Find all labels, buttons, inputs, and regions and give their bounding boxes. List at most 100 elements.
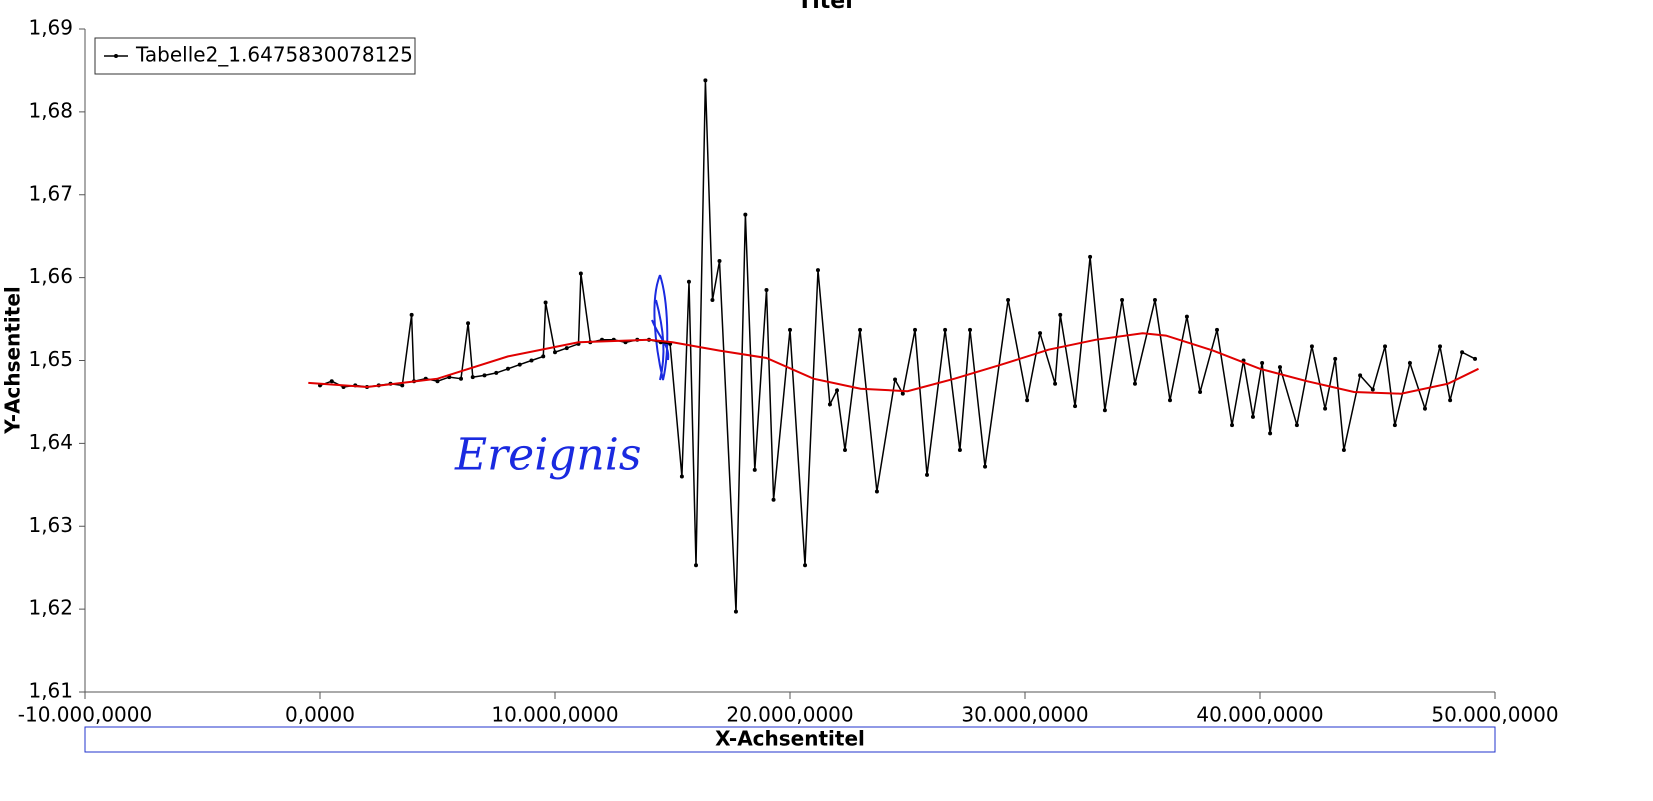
point	[874, 489, 879, 494]
series-line	[319, 80, 1476, 612]
point	[564, 346, 569, 351]
point	[517, 362, 522, 367]
legend-label: Tabelle2_1.6475830078125	[135, 43, 413, 67]
point	[842, 448, 847, 453]
point	[925, 472, 930, 477]
y-tick-label: 1,68	[28, 98, 73, 122]
y-axis-title: Y-Achsentitel	[1, 286, 25, 435]
point	[858, 327, 863, 332]
point	[1120, 298, 1125, 303]
series-line	[308, 332, 1479, 395]
point	[1058, 312, 1063, 317]
point	[1309, 344, 1314, 349]
point	[1407, 360, 1412, 365]
y-tick-label: 1,64	[28, 430, 73, 454]
point	[771, 497, 776, 502]
point	[815, 268, 820, 273]
point	[470, 375, 475, 380]
point	[1323, 406, 1328, 411]
x-tick-label: 40.000,0000	[1196, 703, 1323, 727]
point	[1006, 298, 1011, 303]
point	[506, 366, 510, 371]
point	[835, 388, 839, 393]
point	[1025, 398, 1030, 403]
point	[329, 379, 334, 384]
point	[893, 377, 898, 382]
point	[1460, 350, 1465, 355]
point	[1102, 408, 1107, 413]
point	[900, 391, 905, 396]
point	[1152, 298, 1157, 303]
point	[1358, 373, 1363, 378]
point	[1214, 327, 1219, 332]
point	[788, 327, 792, 332]
legend-marker	[114, 54, 118, 58]
point	[1073, 404, 1078, 409]
x-tick-label: 30.000,0000	[961, 703, 1088, 727]
point	[459, 376, 463, 381]
point	[1392, 423, 1397, 428]
y-tick-label: 1,65	[28, 347, 73, 371]
point	[1448, 398, 1453, 403]
point	[743, 212, 748, 217]
point	[764, 288, 769, 293]
point	[1198, 389, 1203, 394]
point	[679, 474, 684, 479]
point	[435, 379, 440, 384]
point	[1383, 344, 1388, 349]
point	[1260, 360, 1265, 365]
point	[409, 312, 414, 317]
point	[827, 402, 832, 407]
point	[943, 327, 948, 332]
y-tick-label: 1,62	[28, 596, 73, 620]
point	[578, 271, 583, 276]
point	[1370, 387, 1375, 392]
point	[717, 259, 722, 264]
point	[1088, 254, 1093, 259]
point	[694, 563, 698, 568]
point	[983, 464, 988, 469]
point	[1038, 331, 1043, 336]
chart-title: Titel	[797, 0, 853, 14]
x-tick-label: 20.000,0000	[726, 703, 853, 727]
point	[803, 563, 808, 568]
point	[710, 298, 715, 303]
point	[1230, 423, 1235, 428]
x-tick-label: 0,0000	[285, 703, 355, 727]
point	[1473, 356, 1478, 361]
y-tick-label: 1,66	[28, 264, 73, 288]
x-tick-label: -10.000,0000	[18, 703, 152, 727]
y-tick-label: 1,67	[28, 181, 73, 205]
point	[968, 327, 973, 332]
x-title-box	[84, 726, 1496, 753]
x-axis-title: X-Achsentitel	[715, 727, 865, 751]
point	[703, 78, 708, 83]
point	[1422, 406, 1427, 411]
legend-box	[94, 37, 416, 75]
legend: Tabelle2_1.6475830078125	[104, 43, 413, 67]
point	[1184, 314, 1189, 319]
y-tick-label: 1,61	[28, 679, 73, 703]
point	[1294, 423, 1299, 428]
point	[1132, 381, 1137, 386]
point	[494, 370, 499, 375]
y-tick-label: 1,69	[28, 16, 73, 40]
point	[482, 373, 487, 378]
x-tick-label: 10.000,0000	[491, 703, 618, 727]
point	[1277, 365, 1282, 370]
point	[553, 350, 557, 355]
point	[529, 358, 534, 363]
point	[400, 383, 405, 388]
point	[1250, 414, 1255, 419]
point	[1341, 448, 1346, 453]
point	[913, 327, 918, 332]
point	[1053, 381, 1058, 386]
point	[1167, 398, 1172, 403]
point	[686, 279, 691, 284]
point	[1333, 356, 1338, 361]
point	[543, 300, 548, 305]
point	[957, 448, 962, 453]
